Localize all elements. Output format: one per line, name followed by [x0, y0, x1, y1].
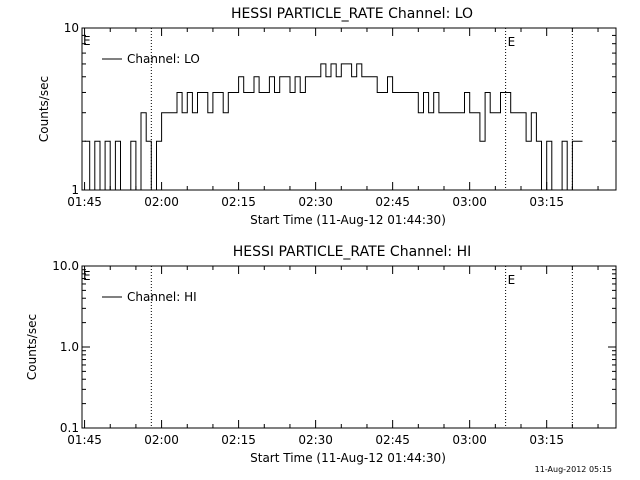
- y-tick-label: 10: [64, 21, 79, 35]
- x-tick-label: 01:45: [67, 433, 102, 447]
- x-tick-label: 02:30: [298, 195, 333, 209]
- x-tick-label: 02:45: [375, 433, 410, 447]
- chart-lo-legend-label: Channel: LO: [127, 52, 200, 66]
- chart-lo-frame: [81, 27, 617, 191]
- x-tick-label: 02:15: [221, 433, 256, 447]
- chart-lo-title: HESSI PARTICLE_RATE Channel: LO: [231, 6, 473, 22]
- chart-hi-title: HESSI PARTICLE_RATE Channel: HI: [233, 244, 471, 260]
- chart-hi-panel: HESSI PARTICLE_RATE Channel: HI Counts/s…: [25, 244, 617, 465]
- chart-lo-ylabel: Counts/sec: [37, 76, 51, 142]
- y-tick-label: 1.0: [60, 340, 79, 354]
- footer-timestamp: 11-Aug-2012 05:15: [535, 465, 612, 474]
- chart-hi-legend: Channel: HI: [102, 290, 197, 304]
- chart-lo-panel: HESSI PARTICLE_RATE Channel: LO Counts/s…: [37, 6, 617, 227]
- chart-hi-yticks: 0.1 1.0 10.0: [52, 259, 616, 435]
- chart-hi-legend-label: Channel: HI: [127, 290, 197, 304]
- chart-hi-event-markers: E: [150, 266, 573, 428]
- x-tick-label: 02:00: [144, 433, 179, 447]
- chart-lo-edge-label: E: [83, 34, 91, 48]
- chart-lo-xlabel: Start Time (11-Aug-12 01:44:30): [250, 213, 446, 227]
- y-tick-label: 0.1: [60, 421, 79, 435]
- x-tick-label: 01:45: [67, 195, 102, 209]
- y-tick-label: 1: [71, 183, 79, 197]
- x-tick-label: 03:00: [452, 433, 487, 447]
- x-tick-label: 03:15: [529, 433, 564, 447]
- chart-lo-yticks: 1 10: [64, 21, 616, 197]
- y-tick-label: 10.0: [52, 259, 79, 273]
- x-tick-label: 03:00: [452, 195, 487, 209]
- chart-hi-edge-label: E: [83, 269, 91, 283]
- series-line-channel-lo: [84, 63, 583, 191]
- event-marker-label: E: [508, 273, 516, 287]
- x-tick-label: 02:30: [298, 433, 333, 447]
- x-tick-label: 02:00: [144, 195, 179, 209]
- chart-hi-ylabel: Counts/sec: [25, 314, 39, 380]
- event-marker-label: E: [508, 35, 516, 49]
- chart-lo-xticks: 01:45 02:00 02:15 02:30 02:45 03:00 03:15: [67, 28, 599, 209]
- x-tick-label: 02:15: [221, 195, 256, 209]
- chart-lo-legend: Channel: LO: [102, 52, 200, 66]
- chart-hi-xlabel: Start Time (11-Aug-12 01:44:30): [250, 451, 446, 465]
- x-tick-label: 03:15: [529, 195, 564, 209]
- chart-hi-xticks: 01:45 02:00 02:15 02:30 02:45 03:00 03:15: [67, 266, 599, 447]
- chart-lo-series: [84, 63, 583, 191]
- chart-lo-event-markers: E: [150, 28, 573, 190]
- x-tick-label: 02:45: [375, 195, 410, 209]
